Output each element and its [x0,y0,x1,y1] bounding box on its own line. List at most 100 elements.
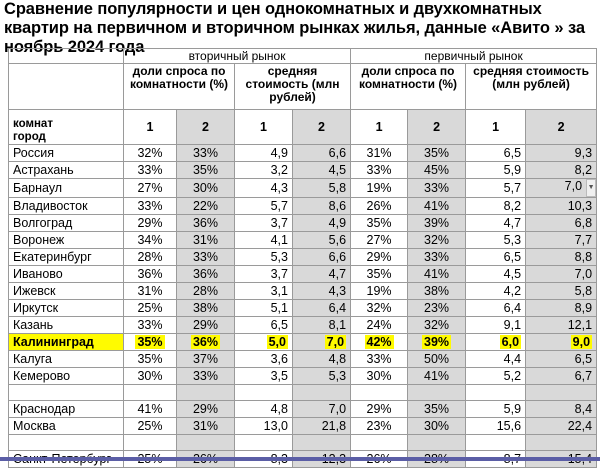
value-cell[interactable]: 41% [407,197,467,215]
value-cell[interactable]: 8,9 [525,299,598,317]
value-cell[interactable]: 4,7 [291,265,352,283]
value-cell[interactable]: 5,9 [465,161,527,179]
value-cell[interactable]: 4,5 [291,161,352,179]
value-cell[interactable]: 35% [176,161,235,179]
city-cell[interactable]: Краснодар [8,400,124,418]
empty-cell[interactable] [525,434,598,451]
empty-cell[interactable] [350,434,409,451]
value-cell[interactable]: 35% [350,265,409,283]
value-cell[interactable]: 31% [350,144,409,162]
value-cell[interactable]: 28% [123,248,177,266]
value-cell[interactable]: 26% [350,197,409,215]
empty-cell[interactable] [350,384,409,401]
pri-price-header[interactable]: средняя стоимость (млн рублей) [465,63,598,110]
value-cell[interactable]: 33% [176,144,235,162]
value-cell[interactable]: 6,5 [465,144,527,162]
value-cell[interactable]: 30% [176,178,235,198]
value-cell[interactable]: 5,3 [291,367,352,385]
rooms-col-header[interactable]: 2 [291,109,352,145]
value-cell[interactable]: 5,7 [465,178,527,198]
value-cell[interactable]: 3,1 [234,282,293,300]
value-cell[interactable]: 35% [123,333,177,351]
rooms-col-header[interactable]: 1 [234,109,293,145]
value-cell[interactable]: 35% [350,214,409,232]
value-cell[interactable]: 4,3 [291,282,352,300]
value-cell[interactable]: 6,4 [291,299,352,317]
value-cell[interactable]: 6,8 [525,214,598,232]
value-cell[interactable]: 3,6 [234,350,293,368]
corner-cell[interactable] [8,48,124,64]
value-cell[interactable]: 6,0 [465,333,527,351]
value-cell[interactable]: 28% [176,282,235,300]
value-cell[interactable]: 30% [123,367,177,385]
empty-cell[interactable] [291,434,352,451]
empty-cell[interactable] [8,384,124,401]
value-cell[interactable]: 15,6 [465,417,527,435]
empty-cell[interactable] [176,384,235,401]
value-cell[interactable]: 33% [350,161,409,179]
empty-cell[interactable] [123,434,177,451]
primary-market-header[interactable]: первичный рынок [350,48,598,64]
row-column-header[interactable]: комнат город [8,109,124,145]
value-cell[interactable]: 19% [350,282,409,300]
value-cell[interactable]: 5,3 [234,248,293,266]
value-cell[interactable]: 36% [176,333,235,351]
rooms-col-header[interactable]: 1 [350,109,409,145]
value-cell[interactable]: 3,5 [234,367,293,385]
value-cell[interactable]: 23% [350,417,409,435]
value-cell[interactable]: 39% [407,214,467,232]
value-cell[interactable]: 41% [123,400,177,418]
value-cell[interactable]: 19% [350,178,409,198]
rooms-col-header[interactable]: 1 [123,109,177,145]
value-cell[interactable]: 36% [176,265,235,283]
value-cell[interactable]: 22,4 [525,417,598,435]
empty-cell[interactable] [407,384,467,401]
city-cell[interactable]: Воронеж [8,231,124,249]
value-cell[interactable]: 8,2 [465,197,527,215]
value-cell[interactable]: 38% [176,299,235,317]
value-cell[interactable]: 8,4 [525,400,598,418]
value-cell[interactable]: 3,7 [234,265,293,283]
city-cell[interactable]: Иркутск [8,299,124,317]
empty-cell[interactable] [407,434,467,451]
city-cell[interactable]: Москва [8,417,124,435]
city-cell[interactable]: Волгоград [8,214,124,232]
value-cell[interactable]: 36% [176,214,235,232]
value-cell[interactable]: 5,8 [525,282,598,300]
value-cell[interactable]: 8,1 [291,316,352,334]
value-cell[interactable]: 31% [123,282,177,300]
city-cell[interactable]: Калуга [8,350,124,368]
value-cell[interactable]: 3,2 [234,161,293,179]
value-cell[interactable]: 5,7 [234,197,293,215]
value-cell[interactable]: 7,0 [291,400,352,418]
value-cell[interactable]: 33% [350,350,409,368]
city-cell[interactable]: Астрахань [8,161,124,179]
rooms-col-header[interactable]: 2 [407,109,467,145]
value-cell[interactable]: 33% [176,367,235,385]
value-cell[interactable]: 22% [176,197,235,215]
value-cell[interactable]: 10,3 [525,197,598,215]
value-cell[interactable]: 29% [176,400,235,418]
value-cell[interactable]: 30% [407,417,467,435]
value-cell[interactable]: 50% [407,350,467,368]
value-cell[interactable]: 25% [123,299,177,317]
value-cell[interactable]: 33% [123,161,177,179]
header-blank[interactable] [8,63,124,110]
sec-price-header[interactable]: средняя стоимость (млн рублей) [233,63,352,110]
city-cell[interactable]: Екатеринбург [8,248,124,266]
empty-cell[interactable] [465,384,527,401]
value-cell[interactable]: 35% [123,350,177,368]
value-cell[interactable]: 34% [123,231,177,249]
value-cell[interactable]: 6,5 [525,350,598,368]
value-cell[interactable]: 4,8 [234,400,293,418]
value-cell[interactable]: 32% [407,231,467,249]
value-cell[interactable]: 23% [407,299,467,317]
value-cell[interactable]: 9,1 [465,316,527,334]
value-cell[interactable]: 25% [123,417,177,435]
empty-cell[interactable] [8,434,124,451]
rooms-col-header[interactable]: 2 [525,109,598,145]
value-cell[interactable]: 13,0 [234,417,293,435]
value-cell[interactable]: 32% [123,144,177,162]
value-cell[interactable]: 29% [350,248,409,266]
city-cell[interactable]: Владивосток [8,197,124,215]
